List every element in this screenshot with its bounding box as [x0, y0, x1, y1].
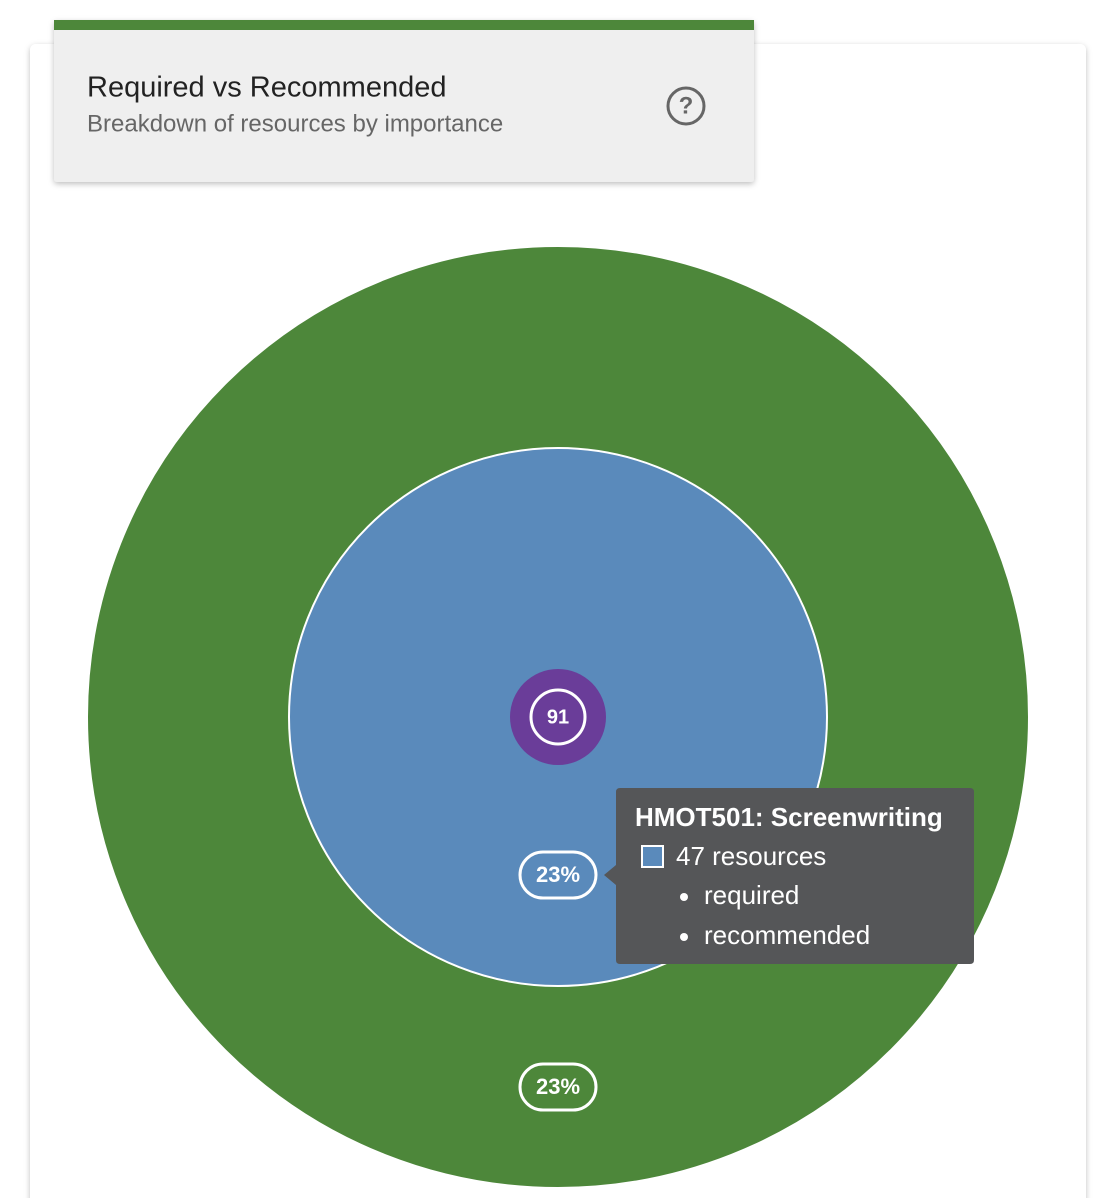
tooltip-bullet: [680, 893, 688, 901]
tooltip-count: 47 resources: [676, 841, 826, 871]
tooltip-bullet: [680, 933, 688, 941]
tooltip-item: required: [704, 880, 799, 910]
sunburst: 23% 23% 91: [86, 245, 1030, 1189]
subtitle: Breakdown of resources by importance: [87, 110, 503, 137]
tooltip: HMOT501: Screenwriting 47 resources requ…: [604, 788, 974, 964]
help-mark[interactable]: ?: [679, 92, 694, 119]
header-box: [54, 20, 754, 182]
help-icon[interactable]: ?: [666, 86, 706, 126]
ring-label: 23%: [536, 1074, 580, 1099]
tooltip-item: recommended: [704, 920, 870, 950]
center-label: 91: [547, 706, 569, 728]
tooltip-box: [604, 788, 974, 964]
ring-label: 23%: [536, 862, 580, 887]
center-ring: [529, 688, 587, 746]
help-circle[interactable]: [666, 86, 706, 126]
tooltip-title: HMOT501: Screenwriting: [635, 802, 943, 832]
center: [510, 669, 606, 765]
ring-label-pill: [518, 1062, 598, 1112]
header-accent: [54, 20, 754, 30]
ring-label-pill: [518, 850, 598, 900]
title: Required vs Recommended: [87, 72, 446, 104]
tooltip-swatch: [641, 845, 664, 868]
